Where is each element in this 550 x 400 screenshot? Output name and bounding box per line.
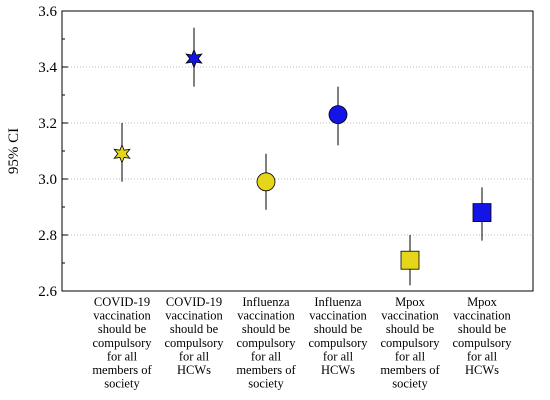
y-tick-label: 2.8 [38,228,57,244]
x-category-label-line: vaccination [93,309,151,323]
y-tick-label: 3.4 [38,60,57,76]
x-category-label-line: for all [251,349,282,363]
x-category-label-line: should be [314,322,363,336]
x-category-label-line: for all [323,349,354,363]
x-category-label-line: vaccination [165,309,223,323]
x-category-label-line: Mpox [395,295,426,309]
gridlines [62,66,533,236]
x-category-label-line: vaccination [309,309,367,323]
x-category-label-line: should be [98,322,147,336]
mean-marker-star [113,143,131,164]
x-category-label-line: vaccination [381,309,439,323]
x-category-label-line: compulsory [452,336,512,350]
x-category-label-line: COVID-19 [94,295,150,309]
x-category-label-line: compulsory [308,336,368,350]
x-category-label-line: for all [395,349,426,363]
x-category-label-line: Mpox [467,295,498,309]
x-category-label-line: vaccination [453,309,511,323]
x-category-label-line: members of [92,363,152,377]
x-category-label-line: society [392,377,428,391]
data-points [113,27,492,286]
x-category-label-line: members of [236,363,296,377]
mean-marker-star [185,48,203,69]
mean-marker-circle [256,172,276,192]
x-category-label-line: compulsory [92,336,152,350]
x-category-label-line: society [248,377,284,391]
x-category-label-line: society [104,377,140,391]
x-category-label-line: COVID-19 [166,295,222,309]
x-category-label-line: should be [170,322,219,336]
y-tick-label: 3.6 [38,4,57,20]
y-axis-title: 95% CI [6,128,22,174]
y-axis: 2.6 2.8 3.0 3.2 3.4 3.6 [38,4,68,300]
y-tick-label: 2.6 [38,284,57,300]
x-category-label-line: for all [467,349,498,363]
y-tick-label: 3.0 [38,172,57,188]
plot-frame [61,10,534,292]
x-category-label-line: vaccination [237,309,295,323]
mean-marker-square [472,203,492,223]
x-category-label-line: compulsory [236,336,296,350]
x-category-label-line: for all [107,349,138,363]
x-category-label-line: compulsory [164,336,224,350]
x-category-label-line: should be [458,322,507,336]
x-category-label-line: HCWs [321,363,355,377]
mean-marker-square [400,250,420,270]
x-category-label-line: HCWs [177,363,211,377]
x-category-label-line: Influenza [314,295,362,309]
x-category-label-line: should be [386,322,435,336]
mean-marker-circle [328,105,348,124]
x-category-label-line: should be [242,322,291,336]
y-tick-label: 3.2 [38,116,57,132]
x-category-label-line: HCWs [465,363,499,377]
x-category-label-line: compulsory [380,336,440,350]
x-category-label-line: Influenza [242,295,290,309]
x-category-label-line: for all [179,349,210,363]
x-category-label-line: members of [380,363,440,377]
